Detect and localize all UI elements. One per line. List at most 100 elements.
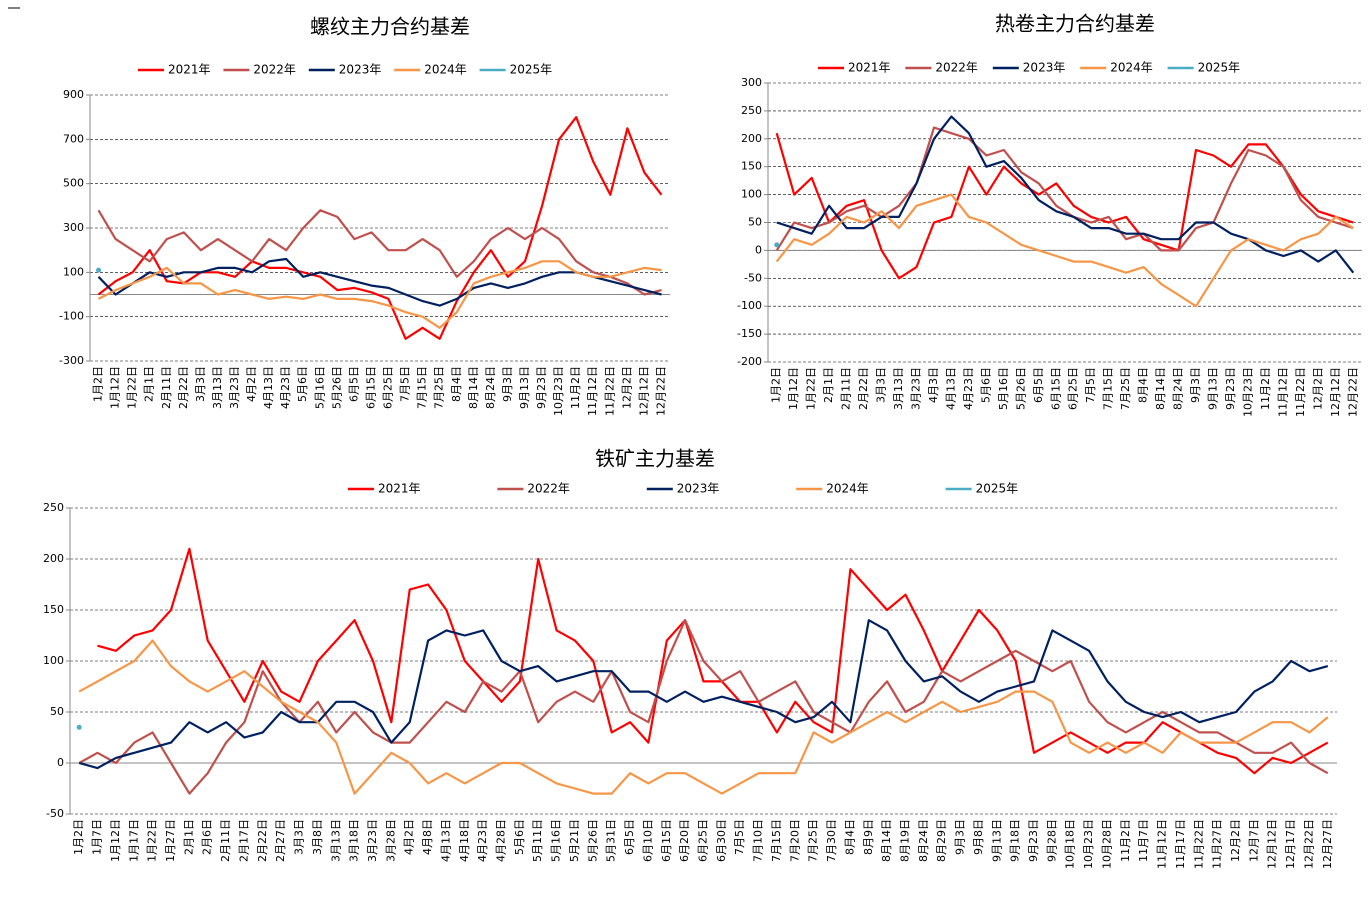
- x-tick-label: 12月2日: [1229, 819, 1242, 862]
- series-point: [76, 724, 82, 730]
- x-tick-label: 8月24日: [917, 819, 930, 862]
- x-tick-label: 7月25日: [433, 366, 446, 409]
- series-line: [775, 126, 1354, 252]
- x-tick-label: 1月7日: [91, 819, 104, 855]
- x-tick-label: 11月12日: [1276, 367, 1289, 417]
- legend: 2022年: [527, 482, 570, 496]
- x-tick-label: 1月22日: [126, 366, 139, 409]
- x-tick-label: 4月28日: [495, 819, 508, 862]
- x-tick-label: 3月23日: [366, 819, 379, 862]
- y-tick-label: 300: [63, 221, 84, 234]
- x-tick-label: 11月17日: [1174, 819, 1187, 869]
- x-tick-label: 9月3日: [501, 366, 514, 402]
- x-tick-label: 2月11日: [160, 366, 173, 409]
- y-tick-label: 200: [43, 552, 64, 565]
- x-tick-label: 10月28日: [1100, 819, 1113, 869]
- x-tick-label: 12月12日: [1329, 367, 1342, 417]
- chart-title: 螺纹主力合约基差: [310, 15, 470, 39]
- y-tick-label: -200: [737, 355, 762, 368]
- x-tick-label: 2月11日: [840, 367, 853, 410]
- x-tick-label: 4月23日: [476, 819, 489, 862]
- y-tick-label: 250: [43, 501, 64, 514]
- x-tick-label: 11月12日: [586, 366, 599, 416]
- y-tick-label: -100: [59, 310, 84, 323]
- x-tick-label: 2月6日: [201, 819, 214, 855]
- legend: 2025年: [976, 482, 1019, 496]
- series-line: [78, 619, 1329, 770]
- x-tick-label: 5月16日: [313, 366, 326, 409]
- x-tick-label: 7月20日: [788, 819, 801, 862]
- y-tick-label: 50: [50, 705, 64, 718]
- x-tick-label: 1月27日: [164, 819, 177, 862]
- x-tick-label: 10月23日: [552, 366, 565, 416]
- x-tick-label: 6月15日: [364, 366, 377, 409]
- x-tick-label: 5月16日: [550, 819, 563, 862]
- x-tick-label: 7月30日: [825, 819, 838, 862]
- x-tick-label: 2月22日: [256, 819, 269, 862]
- x-tick-label: 4月3日: [927, 367, 940, 403]
- x-tick-label: 1月12日: [787, 367, 800, 410]
- legend: 2023年: [1023, 61, 1066, 75]
- x-tick-label: 4月23日: [962, 367, 975, 410]
- legend: 2022年: [253, 63, 296, 77]
- legend: 2021年: [378, 482, 421, 496]
- x-tick-label: 5月21日: [568, 819, 581, 862]
- x-tick-label: 5月6日: [296, 366, 309, 402]
- x-tick-label: 6月20日: [678, 819, 691, 862]
- x-tick-label: 12月22日: [1346, 367, 1359, 417]
- x-tick-label: 11月27日: [1211, 819, 1224, 869]
- x-tick-label: 6月5日: [347, 366, 360, 402]
- x-tick-label: 8月24日: [1172, 367, 1185, 410]
- x-tick-label: 8月4日: [843, 819, 856, 855]
- legend: 2024年: [1110, 61, 1153, 75]
- x-tick-label: 12月17日: [1284, 819, 1297, 869]
- x-tick-label: 1月2日: [72, 819, 85, 855]
- x-tick-label: 5月26日: [586, 819, 599, 862]
- x-tick-label: 8月19日: [898, 819, 911, 862]
- series-line: [97, 257, 662, 307]
- x-tick-label: 9月13日: [1207, 367, 1220, 410]
- x-tick-label: 6月25日: [382, 366, 395, 409]
- x-tick-label: 9月23日: [1224, 367, 1237, 410]
- x-tick-label: 5月31日: [605, 819, 618, 862]
- y-tick-label: 900: [63, 88, 84, 101]
- x-tick-label: 5月6日: [979, 367, 992, 403]
- series-line: [78, 639, 1329, 795]
- x-tick-label: 6月25日: [1067, 367, 1080, 410]
- x-tick-label: 9月23日: [1027, 819, 1040, 862]
- y-tick-label: 300: [741, 76, 762, 89]
- x-tick-label: 11月2日: [1259, 367, 1272, 410]
- x-tick-label: 1月2日: [92, 366, 105, 402]
- x-tick-label: 12月2日: [1311, 367, 1324, 410]
- x-tick-label: 3月13日: [211, 366, 224, 409]
- x-tick-label: 8月9日: [862, 819, 875, 855]
- x-tick-label: 3月8日: [311, 819, 324, 855]
- y-tick-label: 500: [63, 177, 84, 190]
- x-tick-label: 8月14日: [880, 819, 893, 862]
- y-tick-label: 100: [63, 265, 84, 278]
- x-tick-label: 1月12日: [109, 366, 122, 409]
- x-tick-label: 10月23日: [1082, 819, 1095, 869]
- series-line: [97, 260, 662, 329]
- x-tick-label: 6月25日: [697, 819, 710, 862]
- legend: 2021年: [168, 63, 211, 77]
- x-tick-label: 4月23日: [279, 366, 292, 409]
- y-tick-label: 0: [755, 243, 762, 256]
- x-tick-label: 7月15日: [1102, 367, 1115, 410]
- x-tick-label: 1月2日: [770, 367, 783, 403]
- x-tick-label: 6月30日: [715, 819, 728, 862]
- y-tick-label: -100: [737, 299, 762, 312]
- x-tick-label: 7月15日: [770, 819, 783, 862]
- x-tick-label: 7月5日: [733, 819, 746, 855]
- x-tick-label: 9月13日: [518, 366, 531, 409]
- series-line: [97, 116, 663, 340]
- x-tick-label: 6月15日: [1049, 367, 1062, 410]
- x-tick-label: 3月23日: [910, 367, 923, 410]
- x-tick-label: 1月12日: [109, 819, 122, 862]
- x-tick-label: 5月16日: [997, 367, 1010, 410]
- x-tick-label: 9月28日: [1045, 819, 1058, 862]
- series-line: [78, 619, 1329, 795]
- x-tick-label: 9月3日: [954, 819, 967, 855]
- x-tick-label: 9月18日: [1009, 819, 1022, 862]
